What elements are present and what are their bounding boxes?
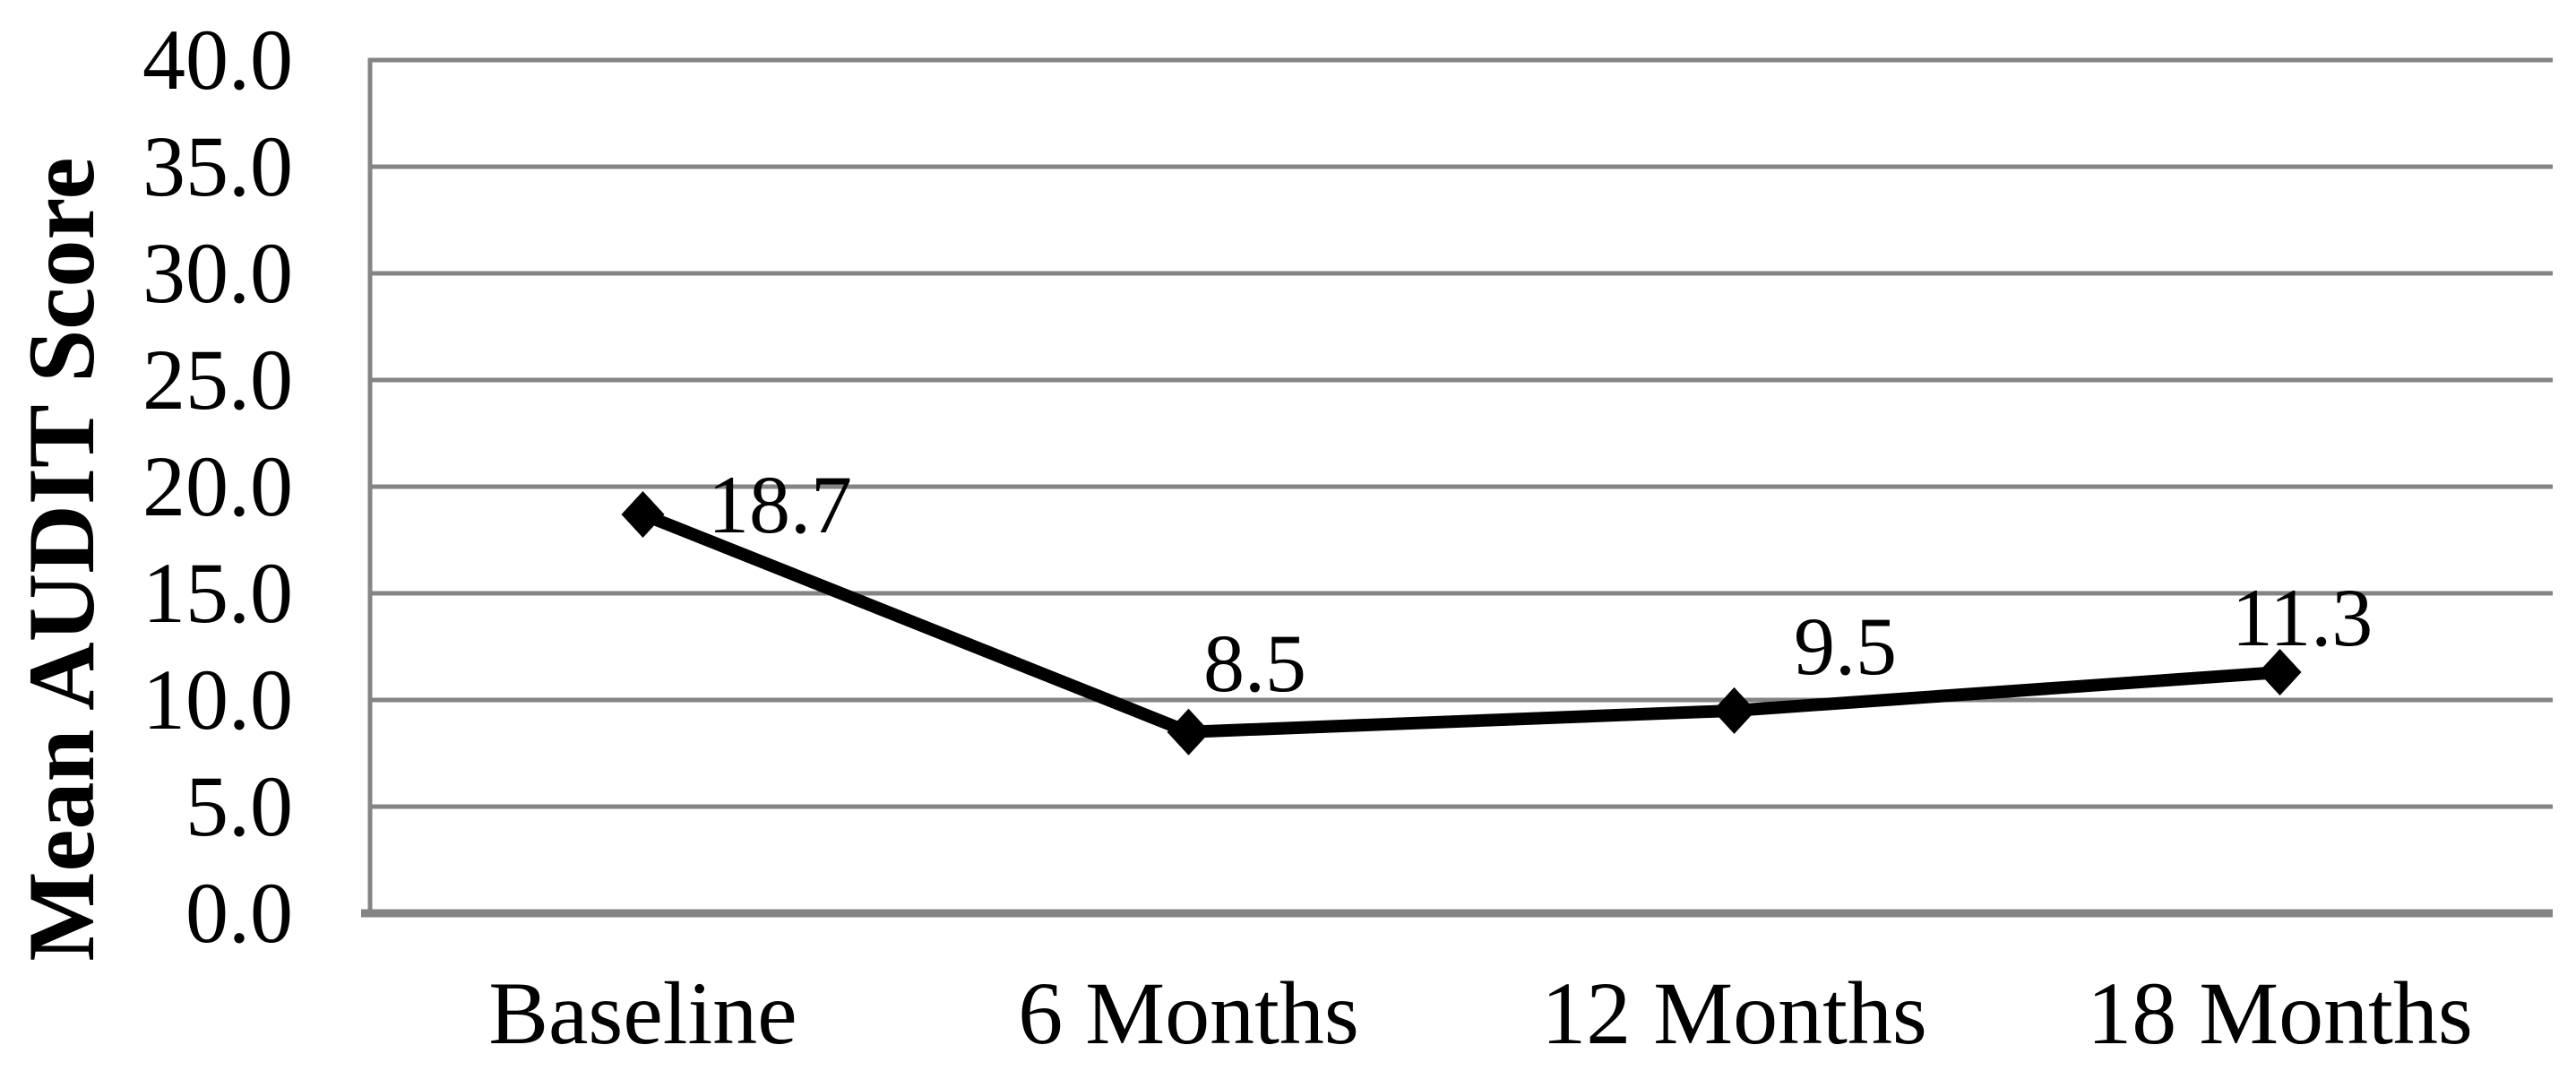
y-tick-label: 25.0 xyxy=(142,332,293,428)
x-axis-label-6-months: 6 Months xyxy=(1018,963,1359,1063)
x-axis-label-12-months: 12 Months xyxy=(1541,963,1927,1063)
y-tick-label: 15.0 xyxy=(142,545,293,641)
y-tick-label: 10.0 xyxy=(142,652,293,747)
data-point-marker-0 xyxy=(621,490,665,538)
y-axis-title: Mean AUDIT Score xyxy=(9,157,114,962)
data-label-2: 9.5 xyxy=(1794,600,1897,692)
x-axis-label-18-months: 18 Months xyxy=(2087,963,2473,1063)
y-tick-label: 40.0 xyxy=(142,12,293,108)
y-tick-label: 35.0 xyxy=(142,118,293,214)
x-axis-label-baseline: Baseline xyxy=(488,963,797,1063)
series-line xyxy=(636,507,2287,738)
y-tick-label: 5.0 xyxy=(185,758,293,854)
y-tick-label: 0.0 xyxy=(185,865,293,961)
data-point-marker-1 xyxy=(1167,708,1210,756)
data-label-1: 8.5 xyxy=(1203,617,1306,709)
y-tick-label: 30.0 xyxy=(142,225,293,321)
data-label-0: 18.7 xyxy=(708,458,852,550)
y-tick-label: 20.0 xyxy=(142,438,293,534)
data-label-3: 11.3 xyxy=(2231,572,2374,664)
data-point-marker-2 xyxy=(1712,687,1756,734)
data-point-marker-3 xyxy=(2258,649,2302,696)
